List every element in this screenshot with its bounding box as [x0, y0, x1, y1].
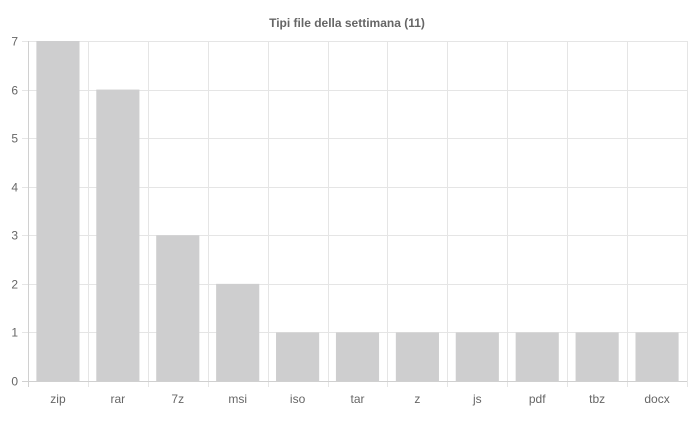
y-tick-label-0: 0	[11, 375, 18, 389]
x-axis-ticks: zip rar 7z msi iso tar z js pdf tbz docx	[50, 392, 669, 406]
bar-msi	[216, 283, 260, 381]
bar-docx	[635, 332, 679, 381]
x-tick-label-z: z	[414, 392, 420, 406]
y-tick-label-4: 4	[11, 181, 18, 195]
bar-7z	[156, 235, 200, 381]
y-tick-label-1: 1	[11, 326, 18, 340]
y-tick-label-5: 5	[11, 132, 18, 146]
bar-zip	[36, 41, 80, 381]
x-tick-label-msi: msi	[228, 392, 247, 406]
x-tick-label-tbz: tbz	[589, 392, 605, 406]
bar-js	[455, 332, 499, 381]
chart-title: Tipi file della settimana (11)	[269, 16, 425, 30]
y-tick-label-3: 3	[11, 229, 18, 243]
bars	[36, 41, 679, 382]
y-axis-ticks: 0 1 2 3 4 5 6 7	[11, 35, 18, 389]
x-tick-label-iso: iso	[290, 392, 306, 406]
bar-iso	[276, 332, 320, 381]
axes	[22, 41, 687, 387]
bar-tar	[335, 332, 380, 381]
x-tick-label-tar: tar	[350, 392, 364, 406]
bar-tbz	[575, 332, 619, 381]
bar-z	[395, 332, 439, 381]
bar-rar	[96, 89, 140, 382]
y-tick-label-2: 2	[11, 278, 18, 292]
y-tick-label-6: 6	[11, 84, 18, 98]
y-tick-label-7: 7	[11, 35, 18, 49]
x-tick-label-js: js	[472, 392, 482, 406]
bar-pdf	[515, 332, 559, 381]
x-tick-label-zip: zip	[50, 392, 66, 406]
x-tick-label-7z: 7z	[171, 392, 184, 406]
x-tick-label-rar: rar	[111, 392, 126, 406]
x-tick-label-docx: docx	[644, 392, 669, 406]
x-tick-label-pdf: pdf	[529, 392, 546, 406]
